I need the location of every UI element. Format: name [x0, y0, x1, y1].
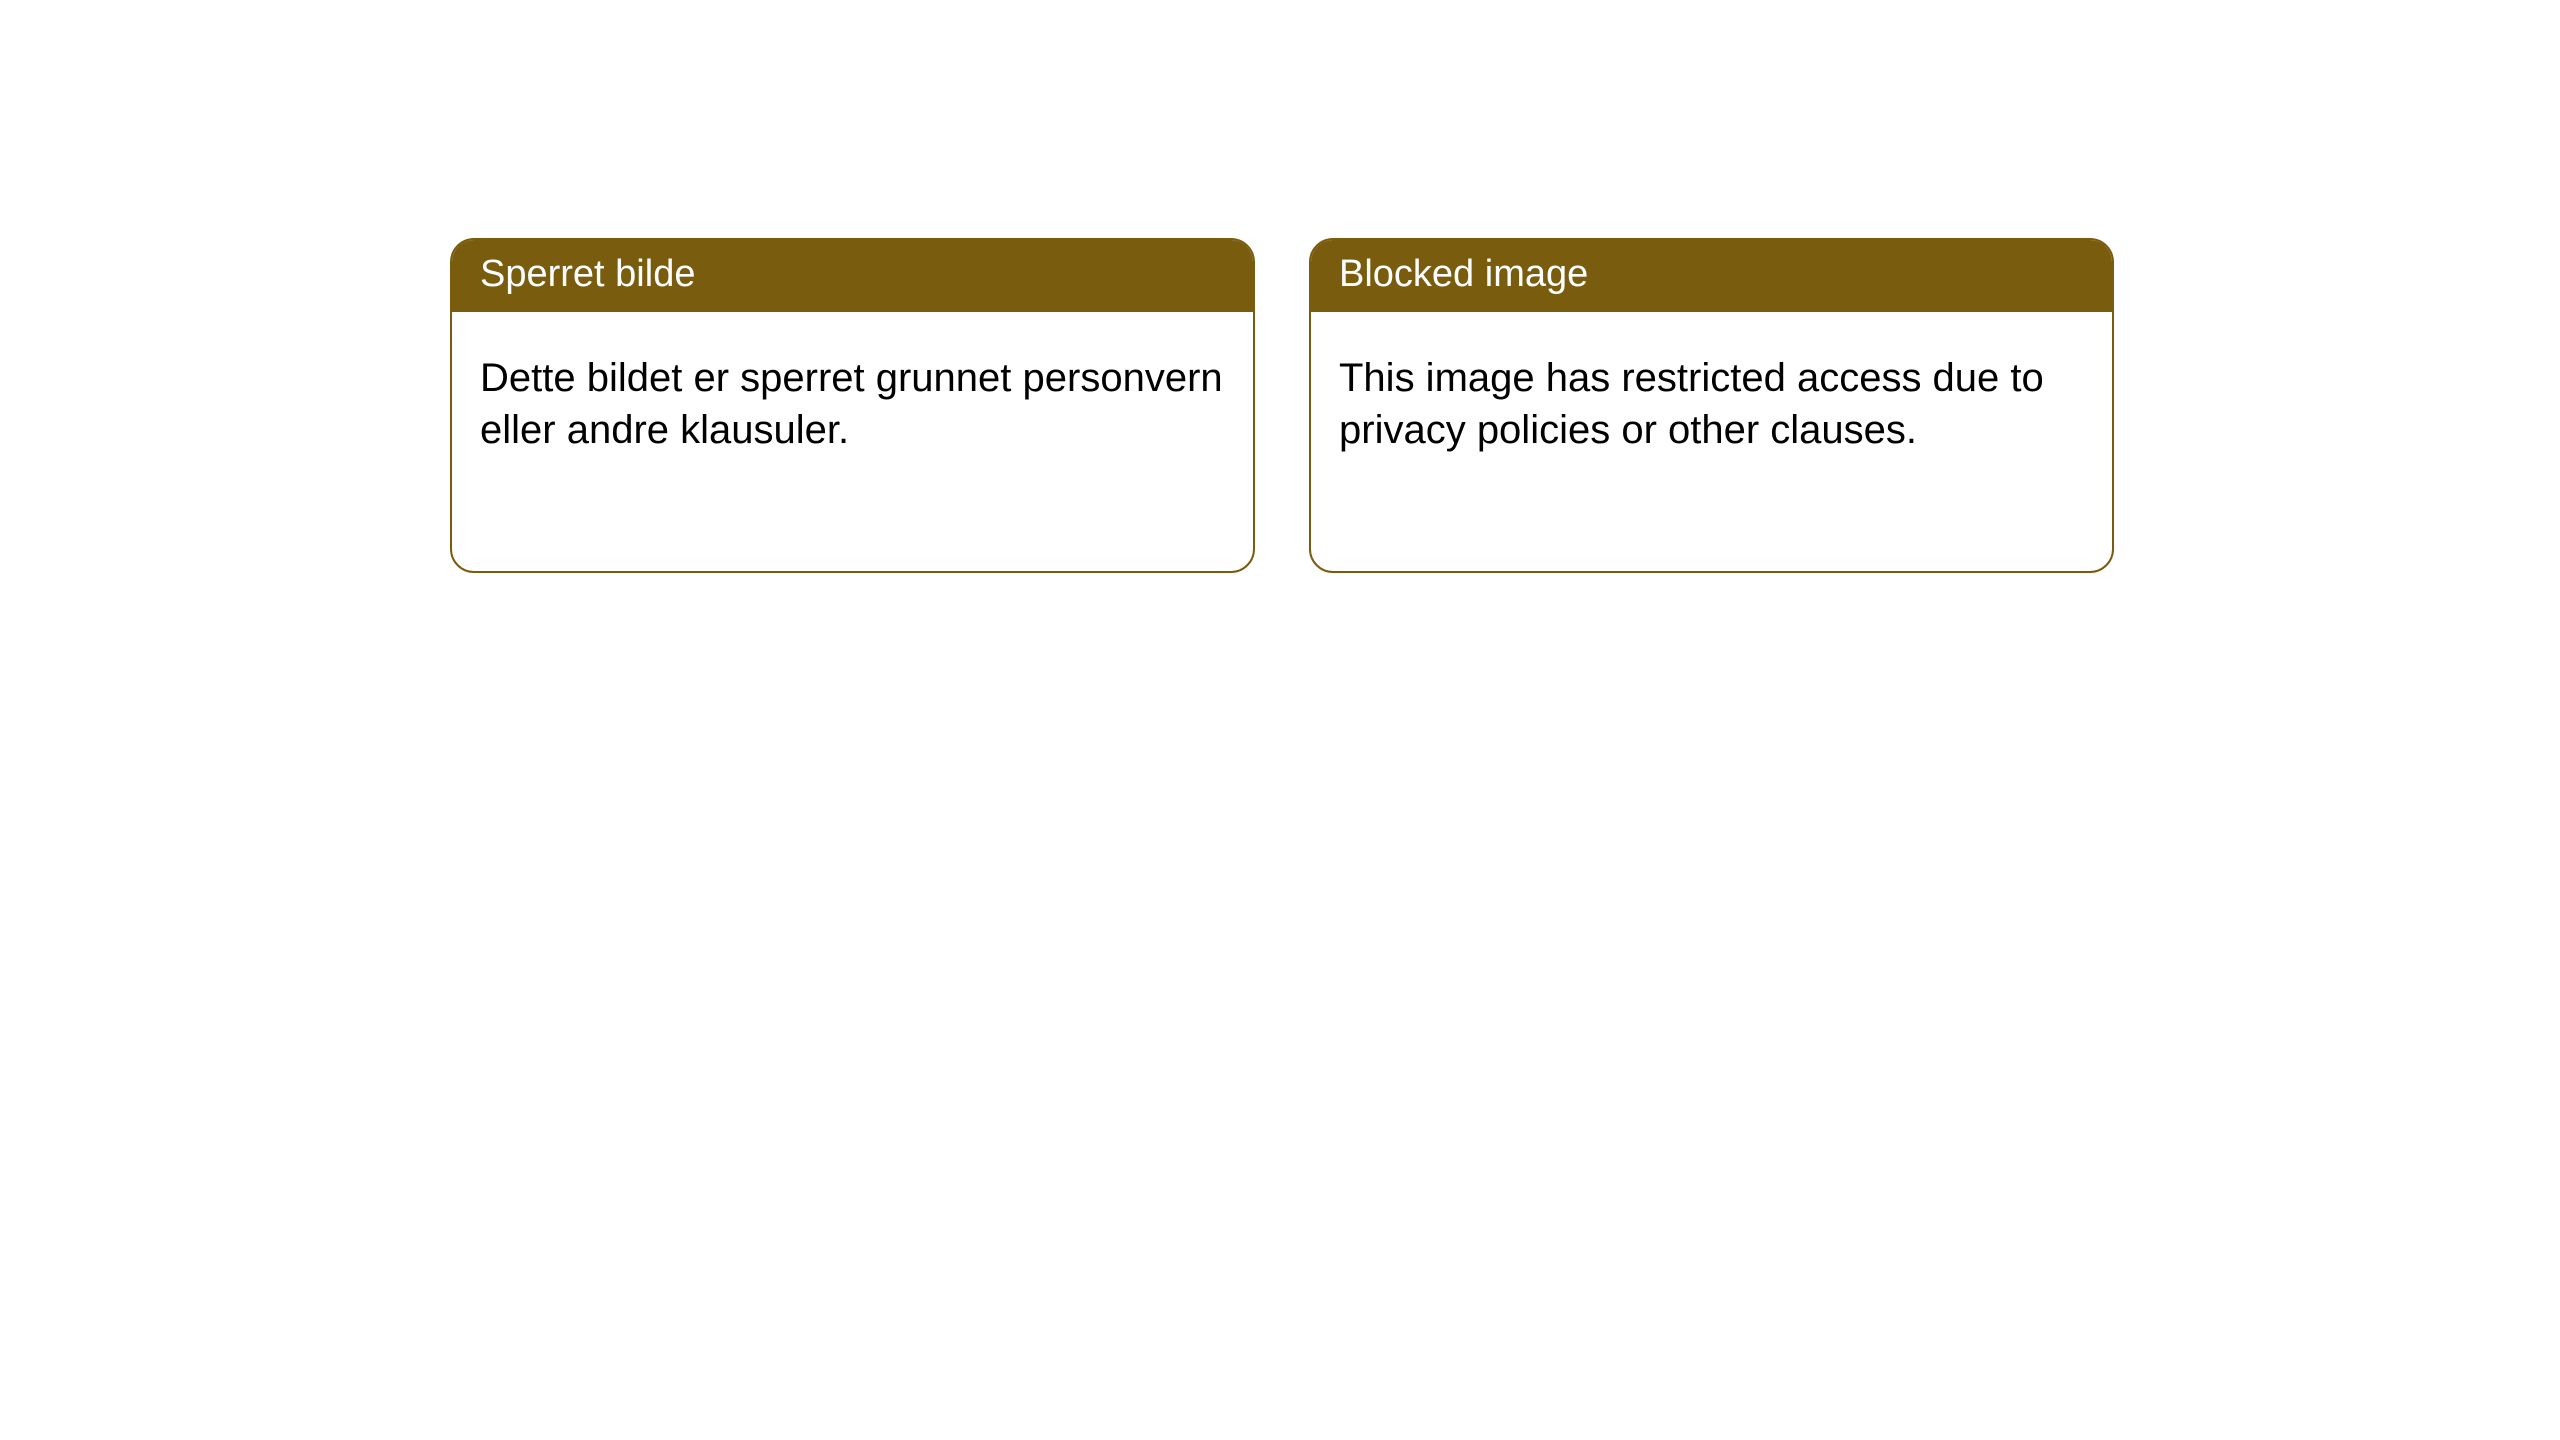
- card-header-norwegian: Sperret bilde: [452, 240, 1253, 312]
- card-body-text: This image has restricted access due to …: [1339, 356, 2044, 452]
- card-title: Sperret bilde: [480, 253, 695, 295]
- blocked-image-card-norwegian: Sperret bilde Dette bildet er sperret gr…: [450, 238, 1255, 573]
- card-header-english: Blocked image: [1311, 240, 2112, 312]
- blocked-image-card-english: Blocked image This image has restricted …: [1309, 238, 2114, 573]
- card-body-english: This image has restricted access due to …: [1311, 312, 2112, 484]
- card-body-text: Dette bildet er sperret grunnet personve…: [480, 356, 1223, 452]
- card-title: Blocked image: [1339, 253, 1588, 295]
- card-body-norwegian: Dette bildet er sperret grunnet personve…: [452, 312, 1253, 484]
- notice-cards-container: Sperret bilde Dette bildet er sperret gr…: [450, 238, 2114, 573]
